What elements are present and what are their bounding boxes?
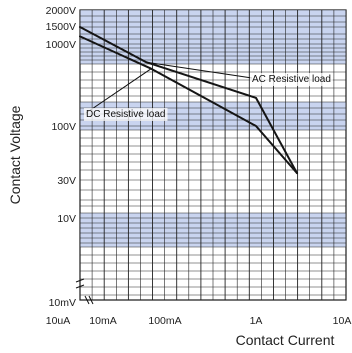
axis-breaks	[75, 278, 94, 305]
x-tick-100ma: 100mA	[148, 315, 181, 327]
x-tick-1a: 1A	[250, 315, 263, 327]
series-layer: AC Resistive load DC Resistive load	[79, 26, 333, 175]
y-tick-10mv: 10mV	[49, 297, 76, 309]
y-axis-break	[75, 278, 85, 289]
y-tick-100v: 100V	[51, 121, 76, 133]
x-axis-title: Contact Current	[236, 332, 335, 348]
y-tick-10v: 10V	[57, 213, 76, 225]
x-axis-break	[84, 295, 94, 305]
y-ticks: 2000V 1500V 1000V 100V 30V 10V 10mV	[46, 5, 76, 309]
x-tick-10ua: 10uA	[46, 315, 71, 327]
x-tick-10a: 10A	[333, 315, 352, 327]
callout-ac-label: AC Resistive load	[252, 74, 331, 85]
y-axis-title: Contact Voltage	[7, 105, 23, 204]
x-ticks: 10uA 10mA 100mA 1A 10A	[46, 315, 352, 327]
series-line-ac	[79, 26, 298, 175]
x-tick-10ma: 10mA	[89, 315, 116, 327]
callout-dc-label: DC Resistive load	[86, 109, 165, 120]
callout-dc-bg	[84, 108, 168, 121]
callout-ac-bg	[250, 73, 333, 86]
callout-dc-leader	[85, 68, 152, 114]
y-tick-1500v: 1500V	[46, 21, 76, 33]
grid	[79, 9, 347, 301]
y-tick-2000v: 2000V	[46, 5, 76, 17]
y-tick-1000v: 1000V	[46, 39, 76, 51]
y-tick-30v: 30V	[57, 175, 76, 187]
callout-ac-leader	[146, 61, 253, 79]
series-line-dc	[79, 35, 298, 175]
